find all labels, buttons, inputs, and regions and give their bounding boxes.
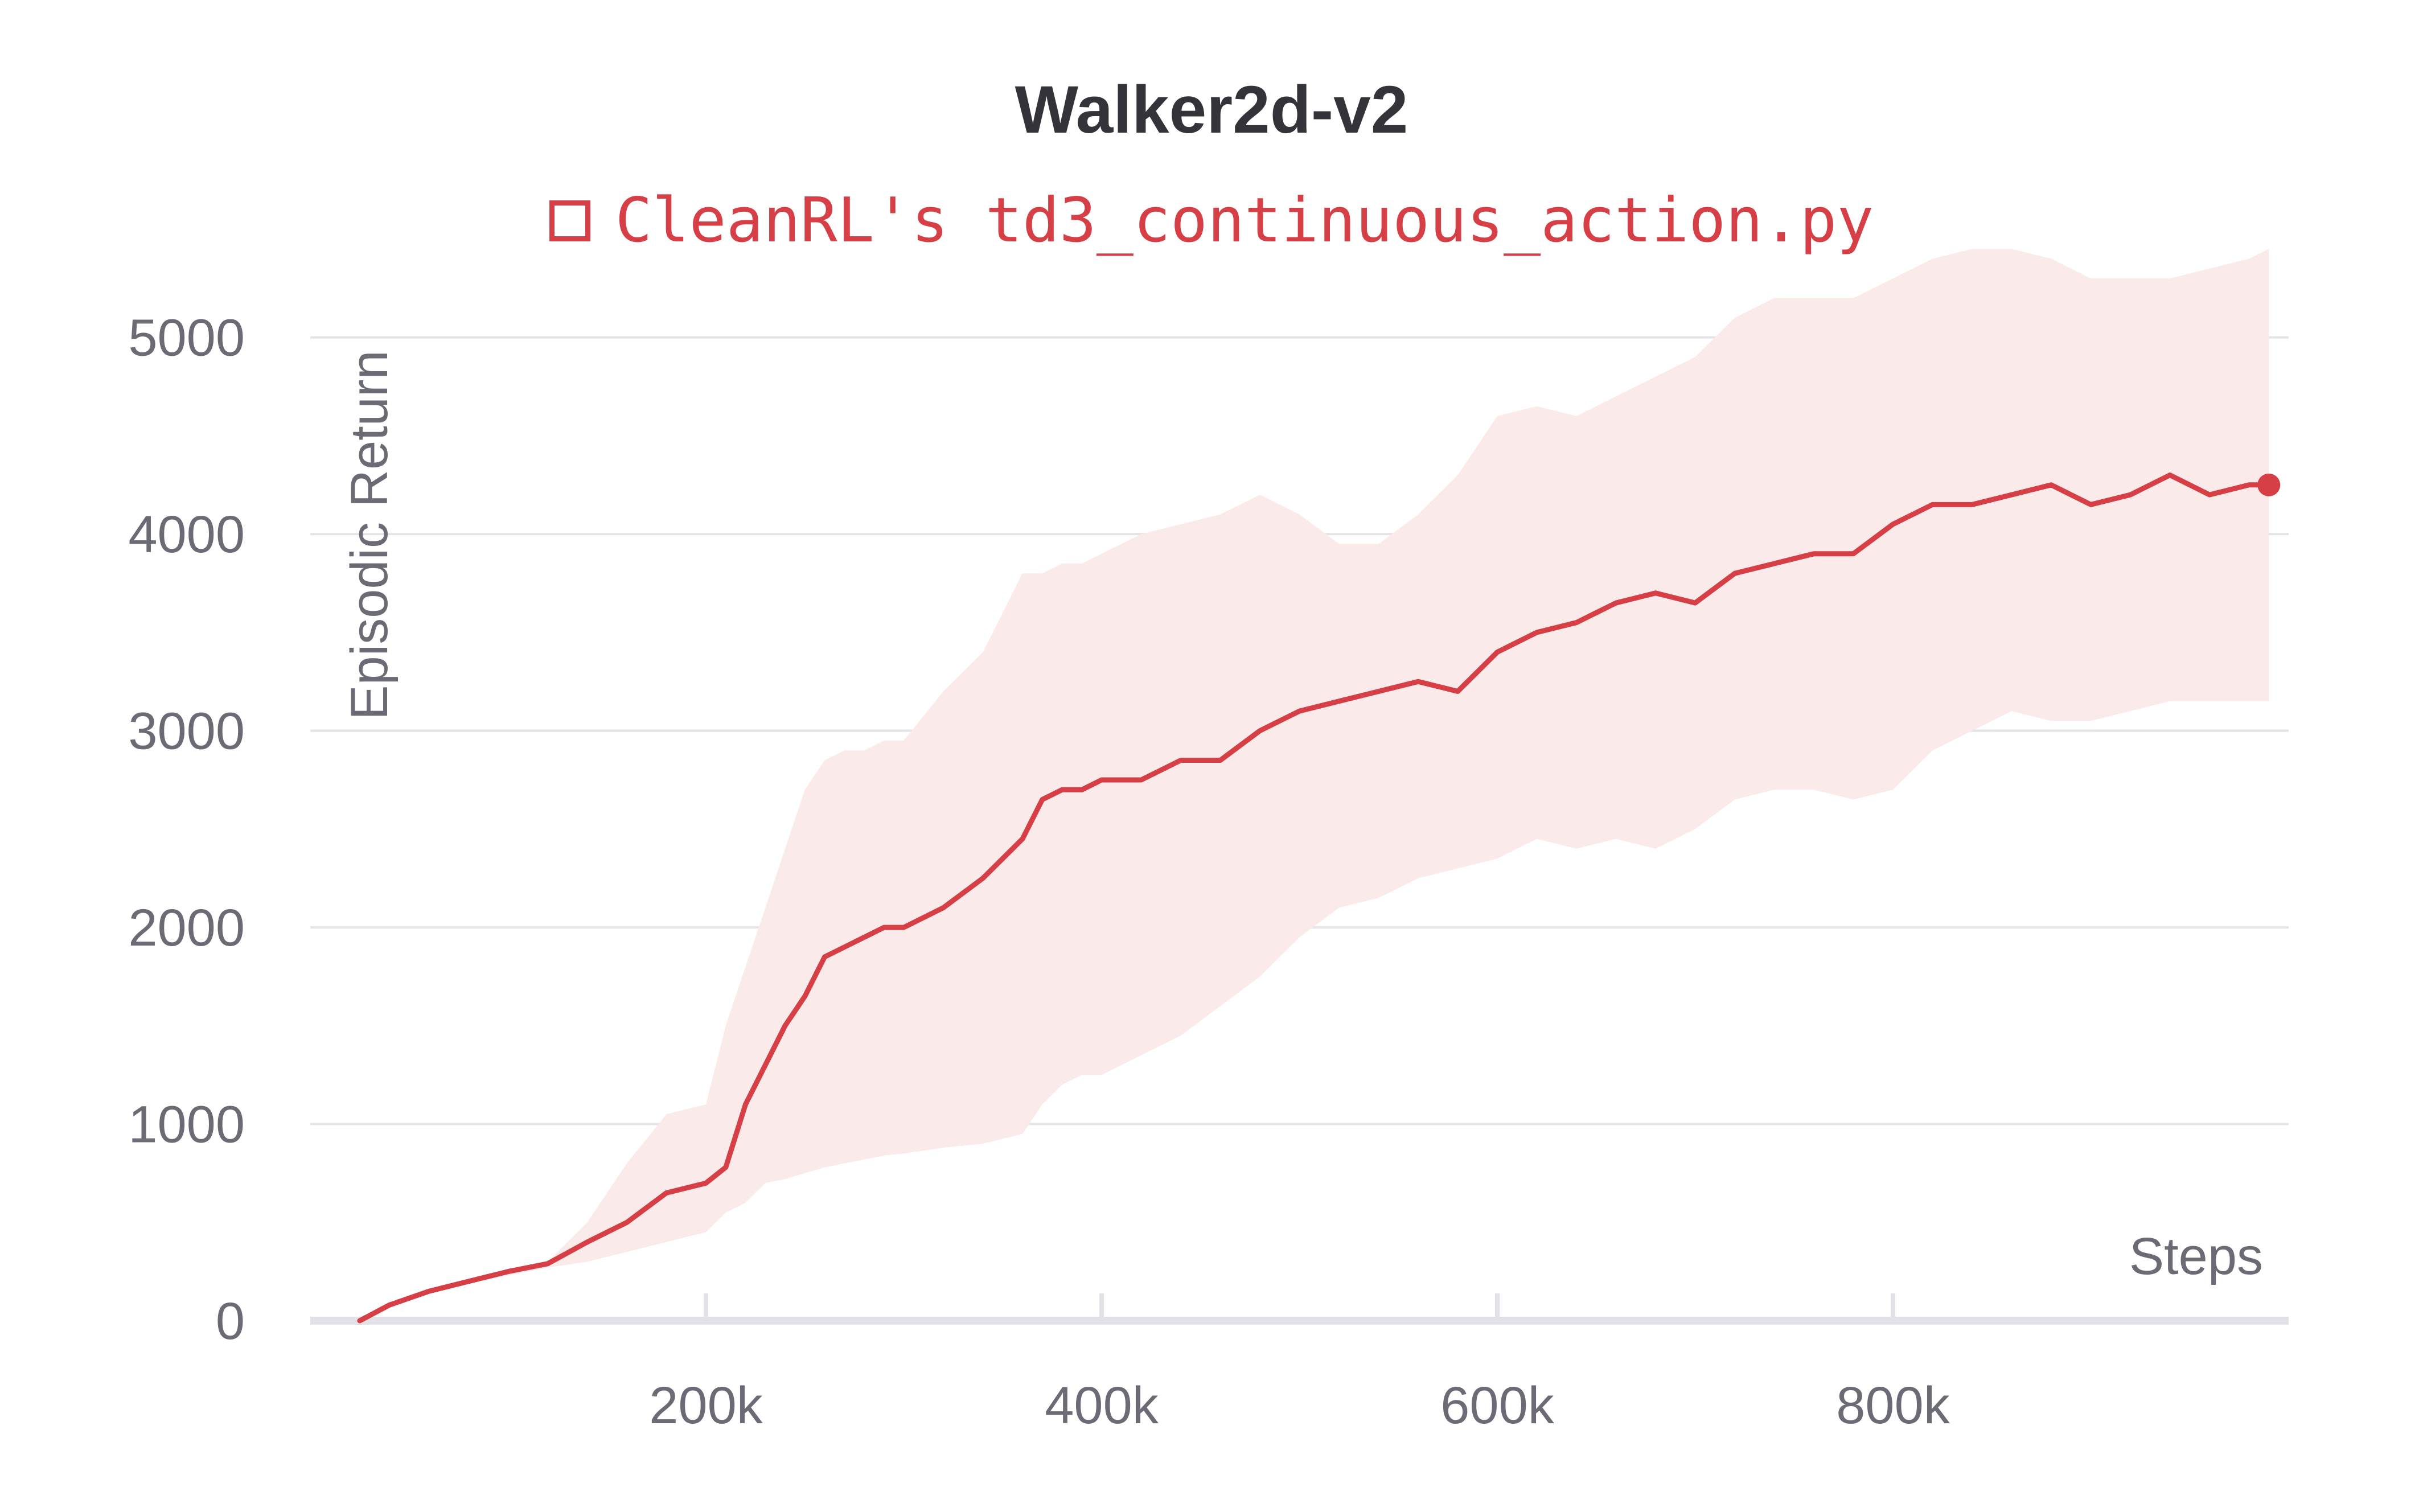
- legend-label[interactable]: CleanRL's td3_continuous_action.py: [615, 185, 1874, 256]
- chart-title: Walker2d-v2: [1015, 72, 1408, 147]
- series-line: [357, 472, 2272, 1324]
- x-tick-label: 200k: [649, 1377, 763, 1435]
- series-end-point: [2257, 473, 2281, 496]
- legend-swatch[interactable]: [549, 200, 590, 241]
- series-band: [359, 249, 2269, 1321]
- legend: CleanRL's td3_continuous_action.py: [0, 185, 2423, 256]
- x-tick-label: 600k: [1440, 1377, 1554, 1435]
- y-tick-label: 0: [216, 1292, 245, 1350]
- y-tick-label: 1000: [128, 1096, 245, 1154]
- y-tick-label: 4000: [128, 506, 245, 564]
- x-axis-label: Steps: [2129, 1227, 2263, 1285]
- y-tick-label: 5000: [128, 309, 245, 367]
- y-tick-label: 2000: [128, 899, 245, 957]
- x-tick-label: 800k: [1836, 1377, 1950, 1435]
- y-tick-label: 3000: [128, 702, 245, 761]
- y-axis-label: Episodic Return: [340, 350, 399, 720]
- x-tick-label: 400k: [1045, 1377, 1159, 1435]
